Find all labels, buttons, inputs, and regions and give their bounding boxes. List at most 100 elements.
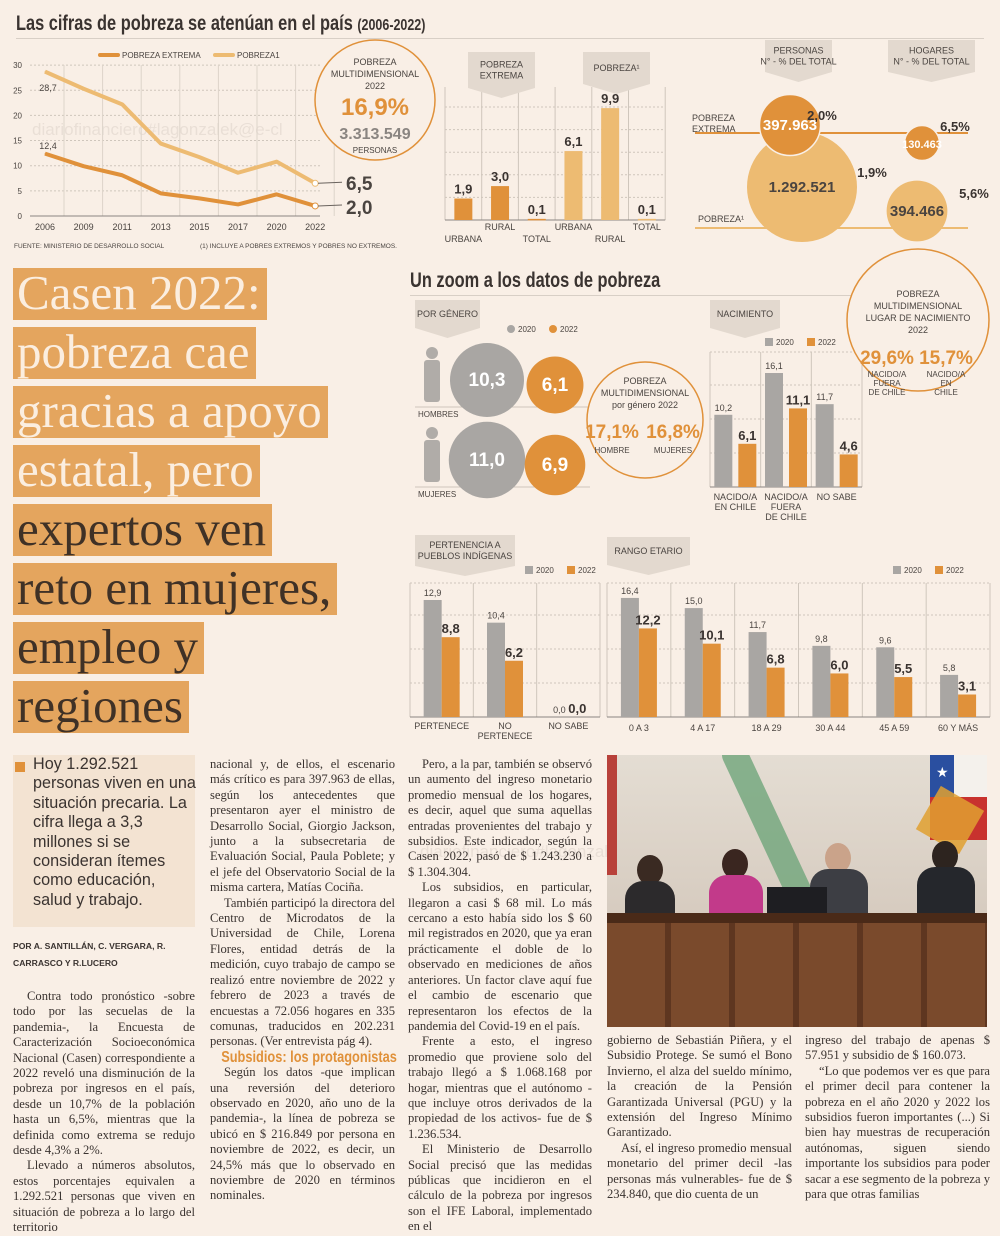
legend-swatch: [549, 325, 557, 333]
photo-table-front: [607, 923, 987, 1027]
legend-swatch: [935, 566, 943, 574]
bar-value-label: 6,0: [830, 657, 848, 672]
bar-2020: [812, 646, 830, 717]
callout-label: MULTIDIMENSIONAL: [331, 69, 419, 79]
legend-swatch: [525, 566, 533, 574]
bar-2022: [958, 694, 976, 717]
headline-line: regiones: [13, 681, 189, 733]
category-label: NO SABE: [548, 721, 588, 731]
y-tick-label: 0: [18, 212, 23, 221]
paragraph: Frente a esto, el ingreso promedio que p…: [408, 1034, 592, 1142]
header-nacimiento-label: NACIMIENTO: [717, 309, 773, 319]
headline-line: reto en mujeres,: [13, 563, 337, 615]
row-label: POBREZA¹: [698, 214, 744, 224]
footnote: (1) INCLUYE A POBRES EXTREMOS Y POBRES N…: [200, 243, 397, 250]
category-label: URBANA: [445, 234, 483, 244]
callout-percent: 16,8%: [646, 422, 700, 443]
legend-label: 2020: [536, 566, 554, 575]
legend-label: 2020: [904, 566, 922, 575]
bar-2020: [749, 632, 767, 717]
bar-value-label: 0,0: [568, 701, 586, 716]
callout-label: DE CHILE: [869, 388, 906, 397]
legend-label: POBREZA1: [237, 51, 280, 60]
y-tick-label: 25: [13, 86, 22, 95]
bar-value-label: 10,4: [487, 611, 505, 621]
y-tick-label: 5: [18, 187, 23, 196]
header-rango-etario-box: [607, 537, 690, 575]
paragraph: “Lo que podemos ver es que para el prime…: [805, 1064, 990, 1203]
percent-label: 1,9%: [857, 165, 887, 180]
bar-value-label: 3,1: [958, 678, 976, 693]
bar-value-label: 12,2: [635, 612, 660, 627]
category-label: PERTENECE: [478, 731, 533, 741]
x-tick-label: 2006: [35, 222, 55, 232]
man-icon: [426, 347, 438, 359]
subheading: Subsidios: los protagonistas: [210, 1050, 358, 1065]
bar-2022: [639, 628, 657, 717]
bar-value-label: 6,2: [505, 645, 523, 660]
bar-2022: [767, 668, 785, 717]
category-label: 0 A 3: [629, 723, 649, 733]
bubble-value: 130.463: [902, 139, 942, 151]
callout-label: EN: [940, 379, 951, 388]
bar-2020: [940, 675, 958, 717]
pull-quote: Hoy 1.292.521 personas viven en una situ…: [13, 755, 195, 927]
header-por-genero-label: POR GÉNERO: [417, 309, 478, 319]
bar-value-label: 1,9: [454, 182, 472, 197]
bubble-value: 6,9: [542, 455, 568, 476]
bar-value-label: 16,1: [765, 361, 783, 371]
category-label: PERTENECE: [414, 721, 469, 731]
bar-2020: [487, 623, 505, 717]
y-tick-label: 10: [13, 162, 22, 171]
callout-percent: 29,6%: [860, 348, 914, 369]
category-label: NO: [498, 721, 512, 731]
legend-label: 2022: [560, 325, 578, 334]
paragraph: Pero, a la par, también se observó un au…: [408, 757, 592, 880]
x-tick-label: 2009: [74, 222, 94, 232]
bar-value-label: 6,8: [767, 652, 785, 667]
bar: [454, 199, 472, 220]
x-tick-label: 2020: [267, 222, 287, 232]
bar-value-label: 16,4: [621, 586, 639, 596]
bar-value-label: 15,0: [685, 596, 703, 606]
callout-label: NACIDO/A: [868, 370, 907, 379]
bar-value-label: 0,1: [638, 202, 656, 217]
bar-2022: [442, 637, 460, 717]
callout-label: HOMBRE: [594, 446, 629, 455]
article-column-2: nacional y, de ellos, el escenario más c…: [210, 757, 395, 1204]
article-column-5: ingreso del trabajo de apenas $ 57.951 y…: [805, 1033, 990, 1202]
callout-label: por género 2022: [612, 400, 678, 410]
bar: [528, 219, 546, 221]
legend-label: 2022: [946, 566, 964, 575]
bar-2022: [894, 677, 912, 717]
bubble-value: 6,1: [542, 375, 569, 396]
callout-label: MULTIDIMENSIONAL: [601, 388, 689, 398]
callout-label: FUERA: [873, 379, 901, 388]
article-column-4: gobierno de Sebastián Piñera, y el Subsi…: [607, 1033, 792, 1202]
category-label: 60 Y MÁS: [938, 723, 978, 733]
percent-label: 6,5%: [940, 119, 970, 134]
bullet-square-icon: [15, 762, 25, 772]
woman-icon: [426, 427, 438, 439]
header-pobreza-extrema-label: POBREZA: [480, 60, 523, 70]
paragraph: También participó la directora del Centr…: [210, 896, 395, 1050]
row-label: EXTREMA: [692, 124, 736, 134]
header-hogares-label: N° - % DEL TOTAL: [893, 57, 969, 67]
callout-label: NACIDO/A: [927, 370, 966, 379]
bar-value-label: 11,7: [816, 392, 833, 402]
paragraph: Llevado a números absolutos, estos porce…: [13, 1158, 195, 1235]
paragraph: Los subsidios, en particular, llegaron a…: [408, 880, 592, 1034]
x-tick-label: 2017: [228, 222, 248, 232]
bubble-value: 10,3: [469, 370, 506, 391]
legend-swatch: [507, 325, 515, 333]
photo-monitor: [767, 887, 827, 913]
article-column-1: Contra todo pronóstico -sobre todo por l…: [13, 989, 195, 1236]
category-label: 45 A 59: [879, 723, 909, 733]
woman-icon: [424, 440, 440, 482]
headline-line: pobreza cae: [13, 327, 256, 379]
percent-label: 5,6%: [959, 186, 989, 201]
bar-2022: [505, 661, 523, 717]
end-value-label: 2,0: [346, 198, 372, 219]
bar-value-label: 6,1: [738, 428, 756, 443]
legend-swatch: [807, 338, 815, 346]
